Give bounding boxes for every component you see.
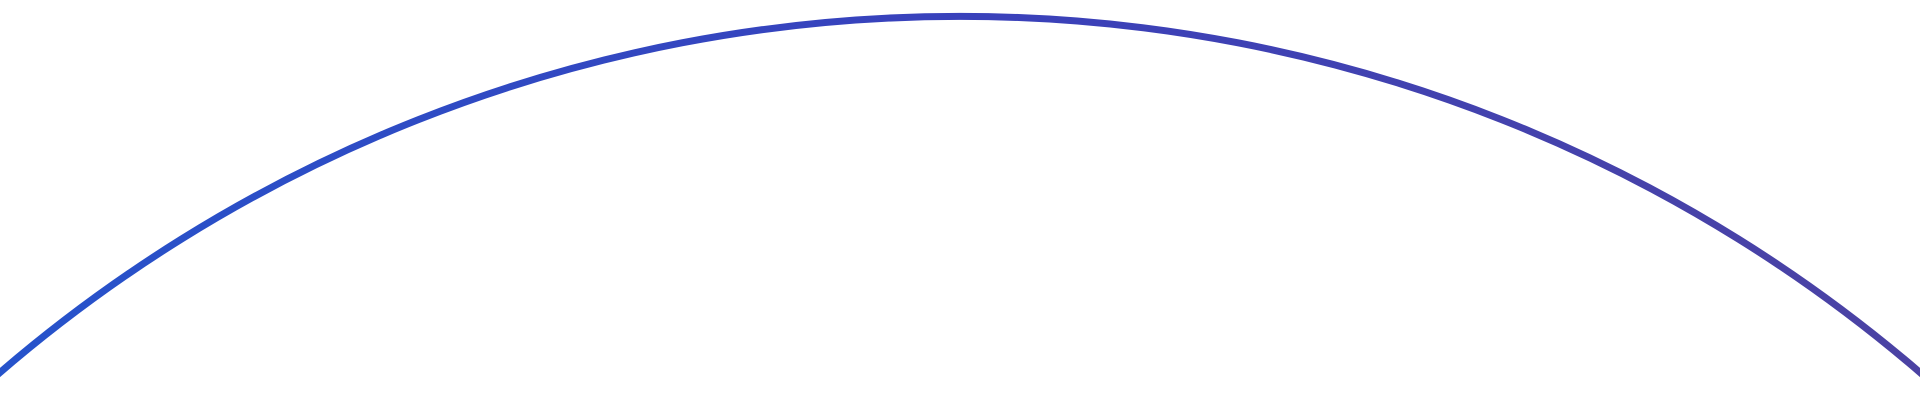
arc-curve	[0, 12, 1920, 378]
